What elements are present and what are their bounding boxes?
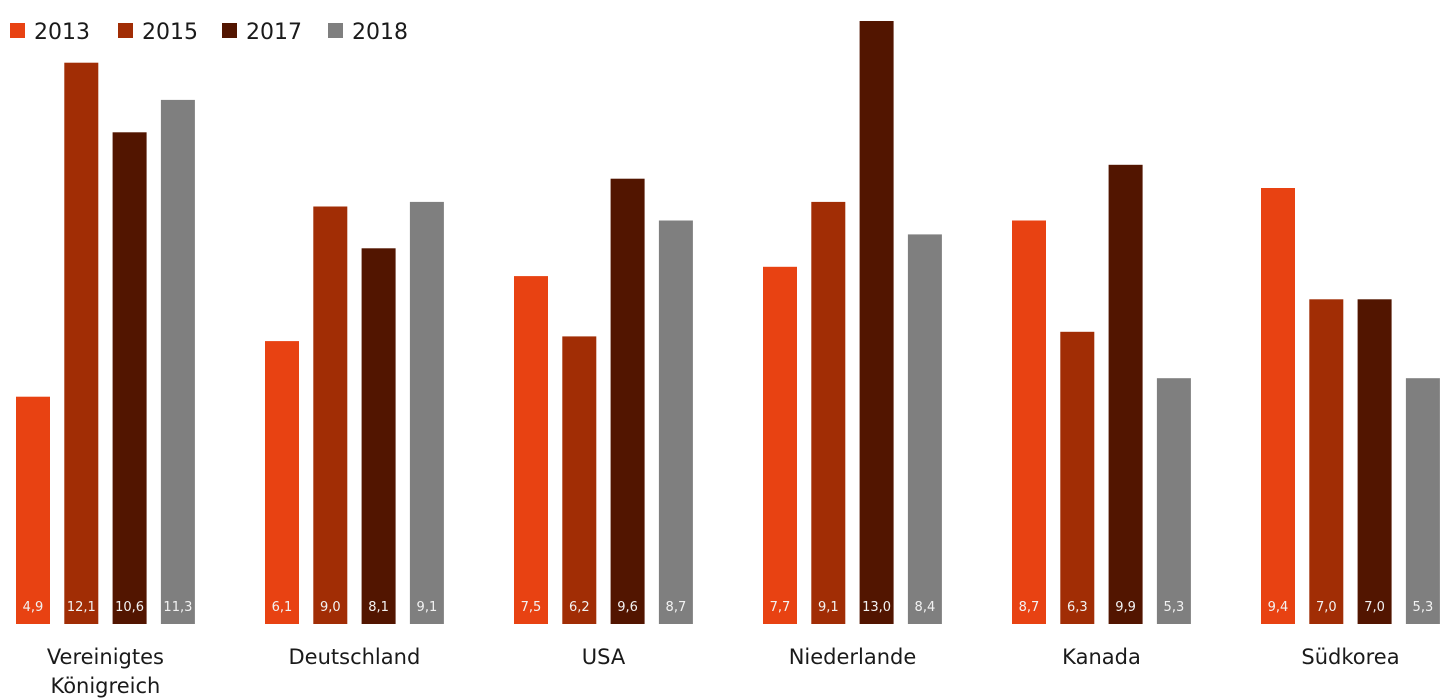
data-label: 8,7 — [666, 600, 687, 615]
bar — [1405, 378, 1440, 624]
legend-swatch — [118, 23, 133, 38]
data-label: 5,3 — [1413, 600, 1434, 615]
bar — [658, 220, 693, 624]
data-label: 8,1 — [368, 600, 389, 615]
bar — [64, 62, 99, 624]
category-label: Deutschland — [289, 645, 421, 669]
data-label: 7,7 — [770, 600, 791, 615]
data-label: 4,9 — [23, 600, 44, 615]
bar — [1108, 164, 1143, 625]
data-label: 7,0 — [1316, 600, 1337, 615]
bar — [610, 178, 645, 624]
bar — [1261, 188, 1295, 624]
legend-item-2018: 2018 — [328, 20, 408, 45]
bar — [265, 341, 299, 624]
data-label: 9,1 — [417, 600, 438, 615]
legend-label: 2015 — [142, 20, 198, 45]
data-label: 7,5 — [521, 600, 542, 615]
legend: 2013 2015 2017 2018 — [10, 20, 408, 45]
bar — [1357, 299, 1392, 624]
legend-item-2017: 2017 — [222, 20, 302, 45]
legend-label: 2013 — [34, 20, 90, 45]
data-label: 9,1 — [818, 600, 839, 615]
bar — [112, 132, 147, 625]
bar — [562, 336, 597, 624]
category-label: Südkorea — [1301, 645, 1399, 669]
data-label: 6,2 — [569, 600, 590, 615]
data-label: 7,0 — [1364, 600, 1385, 615]
data-label: 8,7 — [1019, 600, 1040, 615]
legend-item-2015: 2015 — [118, 20, 198, 45]
bar — [907, 234, 942, 624]
bar — [16, 396, 50, 624]
legend-label: 2017 — [246, 20, 302, 45]
data-label: 11,3 — [163, 600, 192, 615]
bar — [1309, 299, 1344, 624]
category-label: Königreich — [50, 674, 160, 698]
data-label: 10,6 — [115, 600, 144, 615]
legend-item-2013: 2013 — [10, 20, 90, 45]
bar — [811, 201, 846, 624]
category-label: USA — [582, 645, 626, 669]
bar — [1156, 378, 1191, 624]
data-label: 5,3 — [1164, 600, 1185, 615]
bar — [409, 201, 444, 624]
legend-swatch — [328, 23, 343, 38]
category-label: Vereinigtes — [47, 645, 164, 669]
bar — [514, 276, 548, 624]
data-label: 12,1 — [67, 600, 96, 615]
data-label: 8,4 — [915, 600, 936, 615]
value-labels: 4,9 12,1 10,6 11,3 6,1 9,0 8,1 9,1 7,5 6,2 9,6 8,7 7… — [23, 600, 1434, 615]
bar — [160, 99, 195, 624]
data-label: 9,0 — [320, 600, 341, 615]
bar — [361, 248, 396, 625]
bars — [16, 21, 1440, 625]
bar — [763, 266, 797, 624]
data-label: 6,3 — [1067, 600, 1088, 615]
data-label: 9,9 — [1115, 600, 1136, 615]
data-label: 13,0 — [862, 600, 891, 615]
category-label: Niederlande — [789, 645, 917, 669]
category-label: Kanada — [1062, 645, 1141, 669]
bar — [313, 206, 348, 624]
bar — [1012, 220, 1046, 624]
bar — [859, 21, 894, 624]
data-label: 9,4 — [1268, 600, 1289, 615]
data-label: 9,6 — [617, 600, 638, 615]
data-label: 6,1 — [272, 600, 293, 615]
bar — [1060, 331, 1095, 624]
category-labels: Vereinigtes Königreich Deutschland USA Niede… — [47, 645, 1400, 698]
legend-swatch — [10, 23, 25, 38]
legend-label: 2018 — [352, 20, 408, 45]
legend-swatch — [222, 23, 237, 38]
